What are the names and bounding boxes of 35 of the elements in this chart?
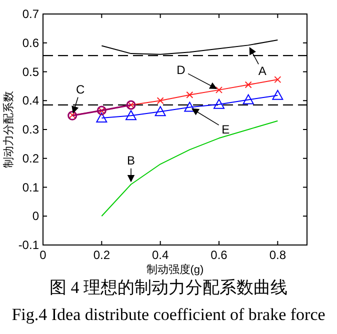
- caption: 图 4 理想的制动力分配系数曲线: [50, 278, 288, 297]
- series-label: E: [222, 122, 230, 136]
- y-tick-label: 0.5: [22, 64, 40, 79]
- caption: Fig.4 Idea distribute coefficient of brake force: [12, 305, 326, 324]
- point: [156, 97, 164, 104]
- series-label: B: [126, 153, 136, 168]
- point: [216, 86, 222, 94]
- x-tick-label: 0.2: [93, 248, 110, 262]
- series-label: C: [76, 82, 85, 97]
- y-tick-label: 0.2: [22, 151, 40, 166]
- line-series: [101, 120, 278, 217]
- point: [184, 102, 196, 112]
- point: [126, 110, 136, 120]
- x-tick-label: 0.4: [152, 248, 169, 262]
- point: [96, 112, 108, 122]
- point: [244, 81, 252, 88]
- point: [242, 94, 254, 104]
- point: [274, 76, 282, 84]
- y-tick-label: 0.6: [22, 36, 40, 50]
- y-tick-label: -0.1: [18, 238, 40, 252]
- point: [186, 91, 194, 98]
- x-axis-title: 制动强度(g): [146, 263, 204, 276]
- point: [214, 98, 224, 109]
- point: [272, 90, 284, 100]
- y-tick-label: 0.1: [22, 180, 40, 194]
- legend-label: A: [258, 64, 266, 78]
- y-axis-title: 制动力分配系数: [2, 91, 15, 168]
- y-tick-label: 0.7: [22, 7, 40, 21]
- y-tick-label: 0: [32, 209, 40, 224]
- point: [154, 106, 166, 116]
- y-tick-label: 0.3: [22, 122, 40, 136]
- series-label: D: [176, 62, 186, 77]
- x-tick-label: 0.6: [210, 248, 228, 262]
- y-tick-label: 0.4: [22, 94, 40, 108]
- x-tick-label: 0.8: [269, 248, 286, 262]
